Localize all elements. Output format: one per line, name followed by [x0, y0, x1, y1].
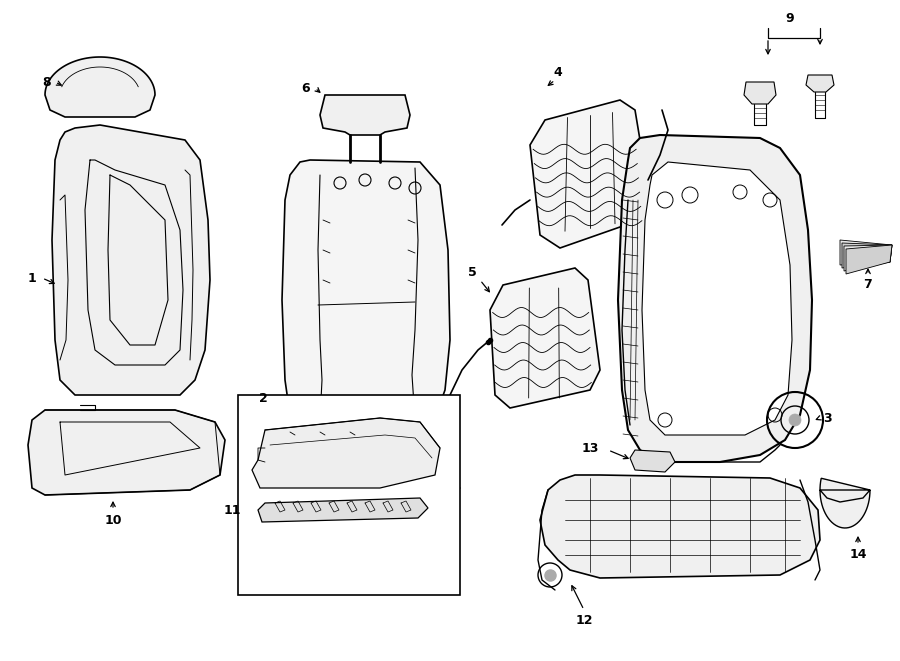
Polygon shape: [844, 245, 892, 271]
Bar: [238, 395, 460, 595]
Polygon shape: [642, 162, 792, 435]
Polygon shape: [842, 243, 892, 268]
Polygon shape: [530, 100, 650, 248]
Text: 2: 2: [258, 391, 267, 405]
Text: 3: 3: [824, 412, 832, 424]
Polygon shape: [840, 240, 892, 265]
Polygon shape: [846, 245, 892, 274]
Polygon shape: [630, 450, 675, 472]
Text: 4: 4: [554, 65, 562, 79]
Text: 11: 11: [223, 504, 241, 516]
Polygon shape: [282, 160, 450, 435]
Text: 7: 7: [864, 278, 872, 292]
Polygon shape: [52, 125, 210, 395]
Text: 8: 8: [42, 75, 51, 89]
Polygon shape: [252, 418, 440, 488]
Polygon shape: [45, 57, 155, 117]
Polygon shape: [490, 268, 600, 408]
Text: 14: 14: [850, 549, 867, 561]
Polygon shape: [28, 410, 225, 495]
Text: 13: 13: [581, 442, 598, 455]
Circle shape: [789, 414, 801, 426]
Polygon shape: [258, 498, 428, 522]
Text: 5: 5: [468, 266, 476, 278]
Polygon shape: [744, 82, 776, 104]
Text: 1: 1: [28, 272, 36, 284]
Text: 9: 9: [786, 11, 795, 24]
Polygon shape: [618, 135, 812, 462]
Polygon shape: [540, 475, 820, 578]
Text: 12: 12: [575, 613, 593, 627]
Text: 6: 6: [302, 81, 310, 95]
Polygon shape: [320, 95, 410, 135]
Polygon shape: [820, 479, 870, 528]
Text: 10: 10: [104, 514, 122, 527]
Polygon shape: [806, 75, 834, 92]
